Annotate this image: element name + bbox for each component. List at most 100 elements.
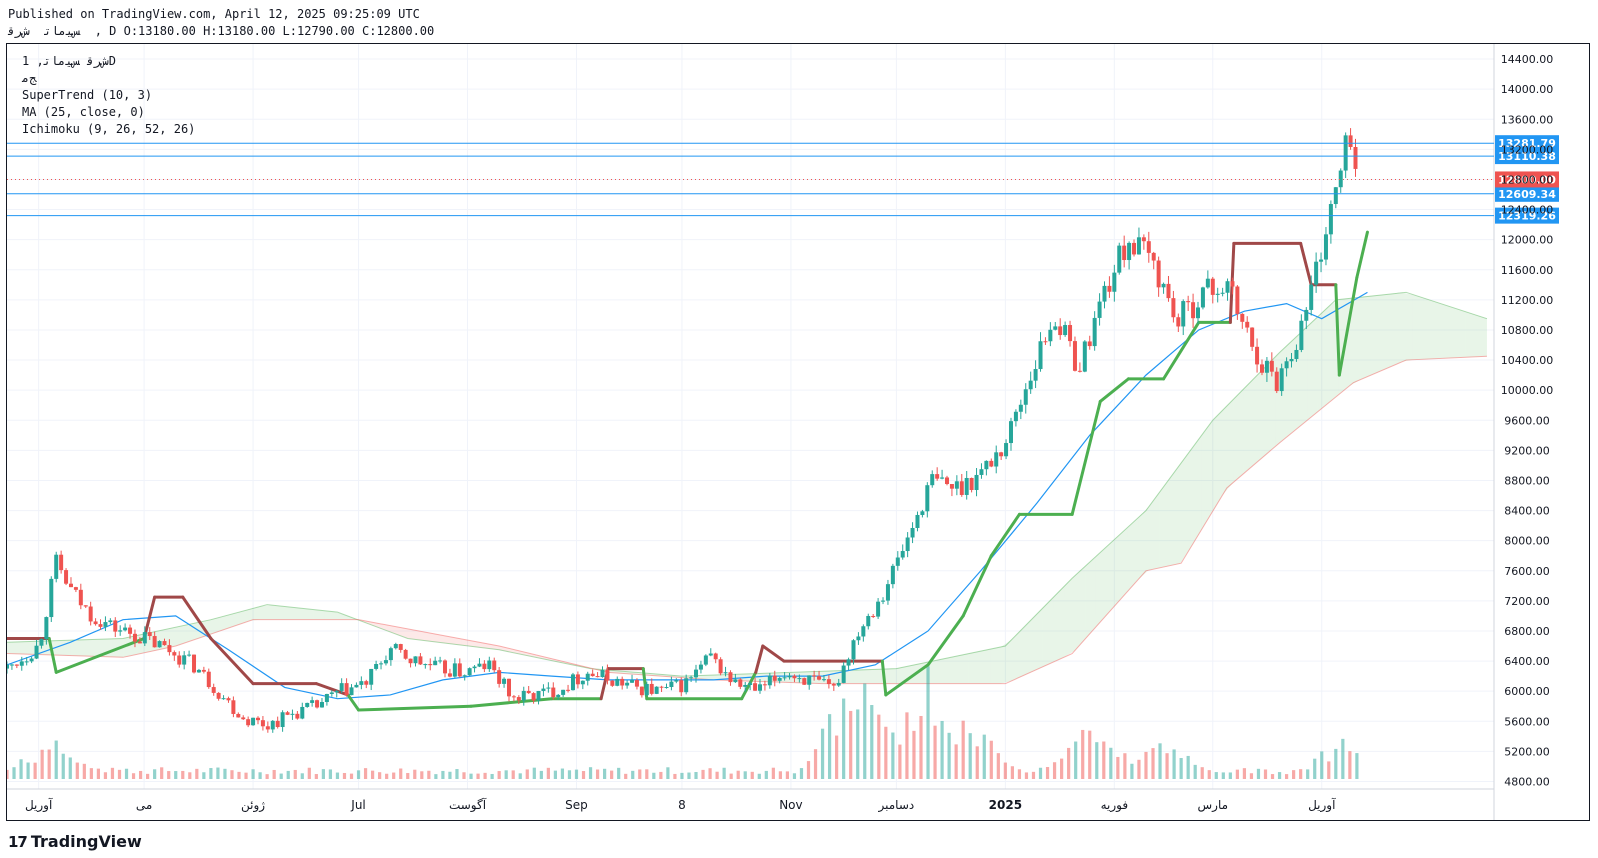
candle-body bbox=[344, 683, 349, 696]
cloud-segment bbox=[228, 612, 240, 628]
candle-body bbox=[438, 660, 443, 662]
y-tick-label: 14400.00 bbox=[1501, 53, 1554, 66]
legend-supertrend[interactable]: SuperTrend (10, 3) bbox=[22, 88, 153, 102]
tradingview-brand[interactable]: 17 TradingView bbox=[8, 832, 142, 851]
candle-body bbox=[935, 474, 940, 479]
candle-body bbox=[1008, 421, 1013, 444]
candle-body bbox=[1166, 283, 1171, 299]
cloud-segment bbox=[419, 631, 430, 642]
grid bbox=[7, 44, 1494, 789]
volume-bar bbox=[110, 767, 115, 779]
cloud-segment bbox=[313, 609, 325, 620]
candle-body bbox=[777, 677, 782, 681]
candle-body bbox=[1230, 281, 1235, 287]
volume-bar bbox=[33, 762, 37, 779]
cloud-segment bbox=[165, 627, 177, 649]
volume-bar bbox=[12, 767, 16, 779]
candle-body bbox=[940, 477, 945, 479]
volume-bar bbox=[54, 740, 58, 779]
cloud-segment bbox=[1476, 315, 1487, 357]
cloud-segment bbox=[1021, 618, 1033, 677]
volume-bar bbox=[356, 770, 361, 779]
cloud-segment bbox=[514, 649, 525, 656]
y-tick-label: 7600.00 bbox=[1504, 565, 1550, 578]
cloud-segment bbox=[1370, 294, 1382, 376]
volume-bar bbox=[1193, 764, 1197, 779]
y-tick-label: 10800.00 bbox=[1501, 324, 1554, 337]
cloud-segment bbox=[123, 636, 134, 658]
supertrend-segment bbox=[209, 636, 255, 686]
volume-bar bbox=[75, 762, 79, 779]
y-tick-label: 5600.00 bbox=[1504, 715, 1550, 728]
cloud-segment bbox=[1465, 311, 1477, 358]
candle-body bbox=[610, 680, 615, 686]
cloud-segment bbox=[1381, 293, 1392, 371]
volume-bar bbox=[26, 762, 30, 779]
cloud-segment bbox=[662, 674, 673, 677]
cloud-segment bbox=[239, 609, 251, 625]
volume-bar bbox=[1341, 738, 1345, 779]
candle-body bbox=[580, 680, 585, 685]
candle-body bbox=[595, 676, 600, 678]
cloud-segment bbox=[260, 605, 272, 620]
candle-body bbox=[625, 682, 630, 686]
volume-bar bbox=[385, 773, 389, 779]
volume-bar bbox=[1116, 756, 1120, 779]
cloud-segment bbox=[546, 657, 557, 662]
volume-bar bbox=[525, 769, 529, 779]
cloud-segment bbox=[302, 608, 314, 620]
ichimoku-cloud bbox=[7, 292, 1487, 684]
supertrend-segment bbox=[884, 663, 930, 697]
cloud-segment bbox=[1000, 640, 1012, 684]
candle-body bbox=[1141, 237, 1146, 242]
candle-body bbox=[108, 620, 113, 623]
candle-body bbox=[275, 720, 280, 728]
cloud-segment bbox=[609, 670, 621, 674]
cloud-segment bbox=[7, 641, 18, 654]
candle-body bbox=[123, 627, 128, 631]
cloud-segment bbox=[1180, 449, 1191, 564]
last-price-label: 12800.00 bbox=[1498, 173, 1556, 186]
x-tick-label: می bbox=[136, 798, 152, 812]
candle-body bbox=[290, 713, 295, 715]
x-tick-label: Sep bbox=[565, 798, 588, 812]
cloud-segment bbox=[588, 667, 599, 671]
legend-ichimoku[interactable]: Ichimoku (9, 26, 52, 26) bbox=[22, 122, 196, 136]
candle-body bbox=[689, 677, 694, 679]
candle-body bbox=[1186, 301, 1191, 303]
volume-bar bbox=[1277, 772, 1282, 779]
candle-body bbox=[516, 697, 521, 701]
supertrend-segment bbox=[142, 595, 157, 640]
supertrend-segment bbox=[1337, 275, 1359, 377]
volume-bar bbox=[722, 767, 726, 779]
y-tick-label: 11200.00 bbox=[1501, 294, 1554, 307]
volume-bar bbox=[511, 770, 515, 779]
volume-bar bbox=[146, 773, 150, 779]
volume-bar bbox=[1200, 767, 1204, 779]
volume-bar bbox=[729, 773, 733, 779]
candle-body bbox=[615, 678, 620, 686]
volume-bar bbox=[307, 767, 311, 779]
candle-body bbox=[831, 684, 836, 686]
volume-bar bbox=[813, 749, 818, 779]
cloud-segment bbox=[376, 623, 388, 631]
candle-body bbox=[575, 674, 580, 685]
legend-ma[interactable]: MA (25, close, 0) bbox=[22, 105, 145, 119]
candle-body bbox=[374, 664, 379, 669]
candle-body bbox=[39, 639, 44, 646]
y-tick-label: 8800.00 bbox=[1504, 474, 1550, 487]
candle-body bbox=[1259, 364, 1264, 373]
candle-body bbox=[630, 680, 635, 683]
candle-body bbox=[620, 678, 625, 686]
candle-body bbox=[201, 669, 206, 672]
candle-body bbox=[1018, 404, 1023, 412]
candle-body bbox=[492, 660, 497, 671]
y-tick-label: 4800.00 bbox=[1504, 775, 1550, 788]
candle-body bbox=[1284, 361, 1289, 369]
chart-frame[interactable]: 13281.79 13110.38 12609.34 12319.26 12800.00… bbox=[6, 43, 1590, 821]
cloud-segment bbox=[1455, 308, 1466, 358]
volume-bar bbox=[1355, 753, 1359, 779]
candle-body bbox=[590, 673, 595, 677]
candle-body bbox=[339, 683, 344, 691]
